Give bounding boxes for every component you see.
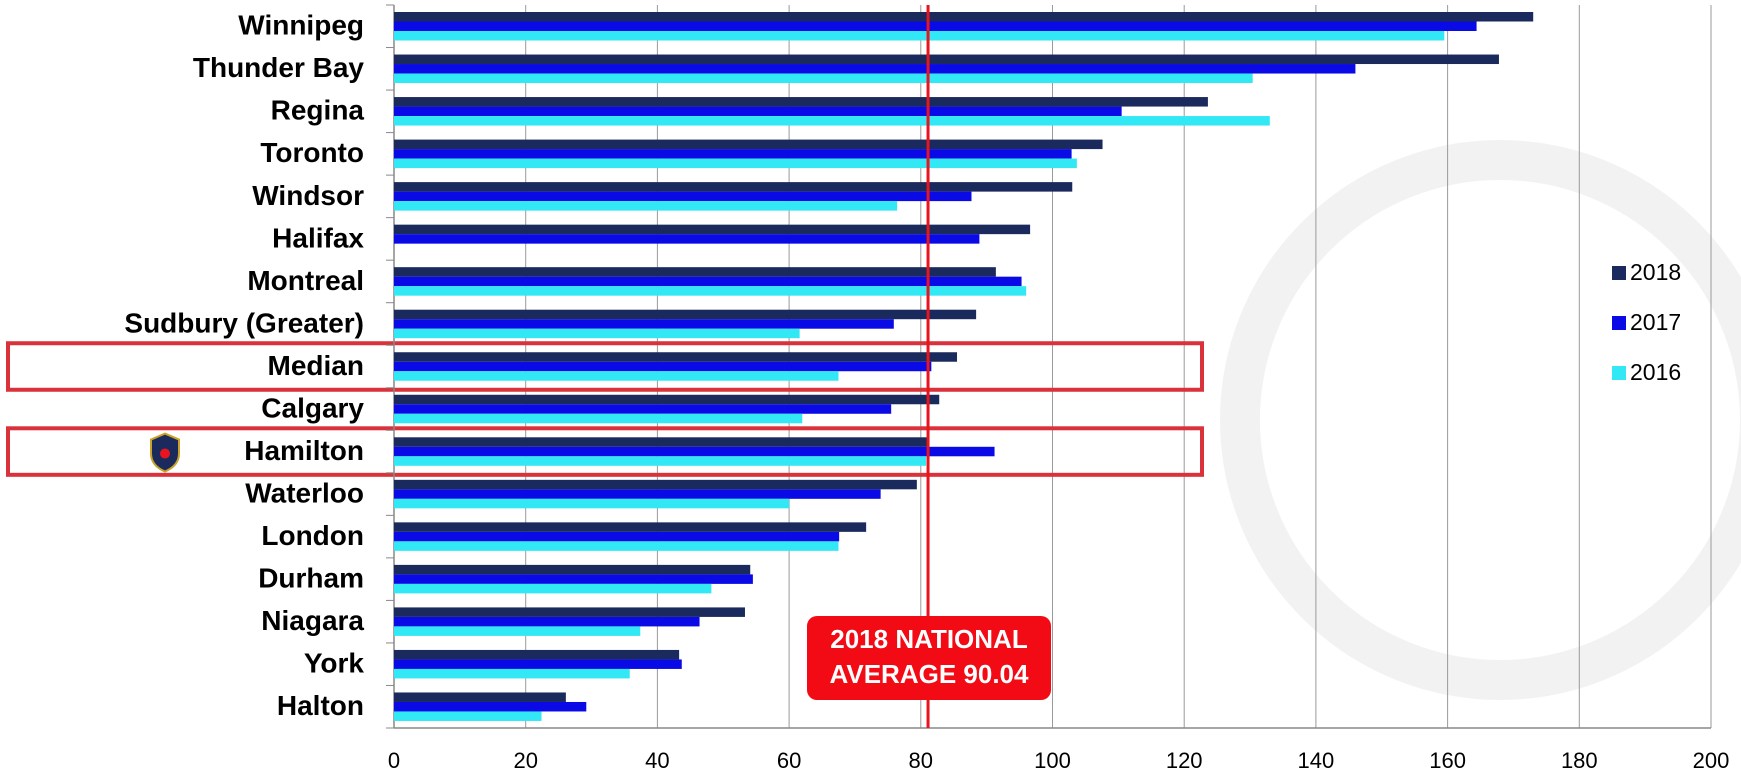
y-tick-label: Sudbury (Greater) <box>124 307 364 338</box>
bar <box>394 447 995 457</box>
bar <box>394 626 640 636</box>
y-tick-label: Toronto <box>260 137 364 168</box>
bar <box>394 140 1103 150</box>
bar <box>394 329 800 339</box>
y-tick-label: Waterloo <box>245 477 364 508</box>
bar <box>394 499 789 509</box>
bar <box>394 22 1477 32</box>
y-tick-label: Median <box>268 350 364 381</box>
y-tick-label: Niagara <box>261 605 364 636</box>
bar <box>394 702 586 712</box>
y-tick-label: Durham <box>258 563 364 594</box>
bar <box>394 532 839 542</box>
annotation-text: AVERAGE 90.04 <box>830 659 1029 689</box>
bar <box>394 541 838 551</box>
legend-label: 2016 <box>1630 359 1681 385</box>
y-tick-label: York <box>304 648 365 679</box>
bar <box>394 456 926 466</box>
bar <box>394 225 1030 235</box>
x-tick-label: 160 <box>1429 748 1466 773</box>
y-tick-label: Winnipeg <box>238 10 364 41</box>
bar <box>394 395 939 405</box>
x-tick-label: 180 <box>1561 748 1598 773</box>
bar <box>394 64 1355 74</box>
bar <box>394 437 928 447</box>
bar <box>394 55 1499 65</box>
bar <box>394 319 894 329</box>
bar <box>394 352 957 362</box>
annotation-text: 2018 NATIONAL <box>830 624 1028 654</box>
badge-leaf <box>160 449 170 459</box>
bar <box>394 159 1077 169</box>
bar <box>394 116 1270 126</box>
x-tick-label: 140 <box>1298 748 1335 773</box>
bar <box>394 267 996 277</box>
x-tick-label: 120 <box>1166 748 1203 773</box>
bar <box>394 97 1208 107</box>
legend-swatch <box>1612 366 1626 380</box>
bar <box>394 192 972 202</box>
x-tick-label: 60 <box>777 748 801 773</box>
bar <box>394 74 1253 84</box>
chart: 0 20 40 60 80 100 120 140 160 180 200 Winnipeg Thund… <box>0 0 1741 773</box>
bar <box>394 617 700 627</box>
bar <box>394 650 679 660</box>
bar <box>394 692 566 702</box>
bar <box>394 182 1072 192</box>
y-tick-label: Thunder Bay <box>193 52 365 83</box>
bar <box>394 711 542 721</box>
bar <box>394 371 838 381</box>
bar <box>394 310 976 320</box>
bar <box>394 149 1072 159</box>
y-tick-label: Montreal <box>247 265 364 296</box>
bar <box>394 201 897 211</box>
bar <box>394 489 881 499</box>
y-tick-label: Calgary <box>261 392 364 423</box>
x-tick-label: 40 <box>645 748 669 773</box>
y-tick-label: Windsor <box>252 180 364 211</box>
bar <box>394 480 917 490</box>
x-tick-label: 80 <box>909 748 933 773</box>
x-tick-label: 100 <box>1034 748 1071 773</box>
bar <box>394 404 891 414</box>
bar <box>394 107 1122 117</box>
bar <box>394 234 979 244</box>
bar <box>394 669 630 679</box>
bar <box>394 584 711 594</box>
bar <box>394 574 753 584</box>
y-tick-label: Halifax <box>272 222 364 253</box>
y-tick-label: London <box>261 520 364 551</box>
legend-swatch <box>1612 266 1626 280</box>
y-tick-label: Regina <box>271 95 365 126</box>
watermark <box>1240 160 1741 680</box>
bar <box>394 286 1026 296</box>
legend-label: 2018 <box>1630 259 1681 285</box>
x-tick-label: 0 <box>388 748 400 773</box>
bar <box>394 414 802 424</box>
bar <box>394 362 931 372</box>
x-tick-label: 20 <box>513 748 537 773</box>
legend-swatch <box>1612 316 1626 330</box>
y-tick-label: Halton <box>277 690 364 721</box>
x-tick-label: 200 <box>1693 748 1730 773</box>
bar <box>394 31 1444 41</box>
y-tick-label: Hamilton <box>244 435 364 466</box>
legend-label: 2017 <box>1630 309 1681 335</box>
bar <box>394 659 682 669</box>
bar <box>394 607 745 617</box>
bar <box>394 522 866 532</box>
bar <box>394 565 750 575</box>
bar <box>394 12 1533 22</box>
